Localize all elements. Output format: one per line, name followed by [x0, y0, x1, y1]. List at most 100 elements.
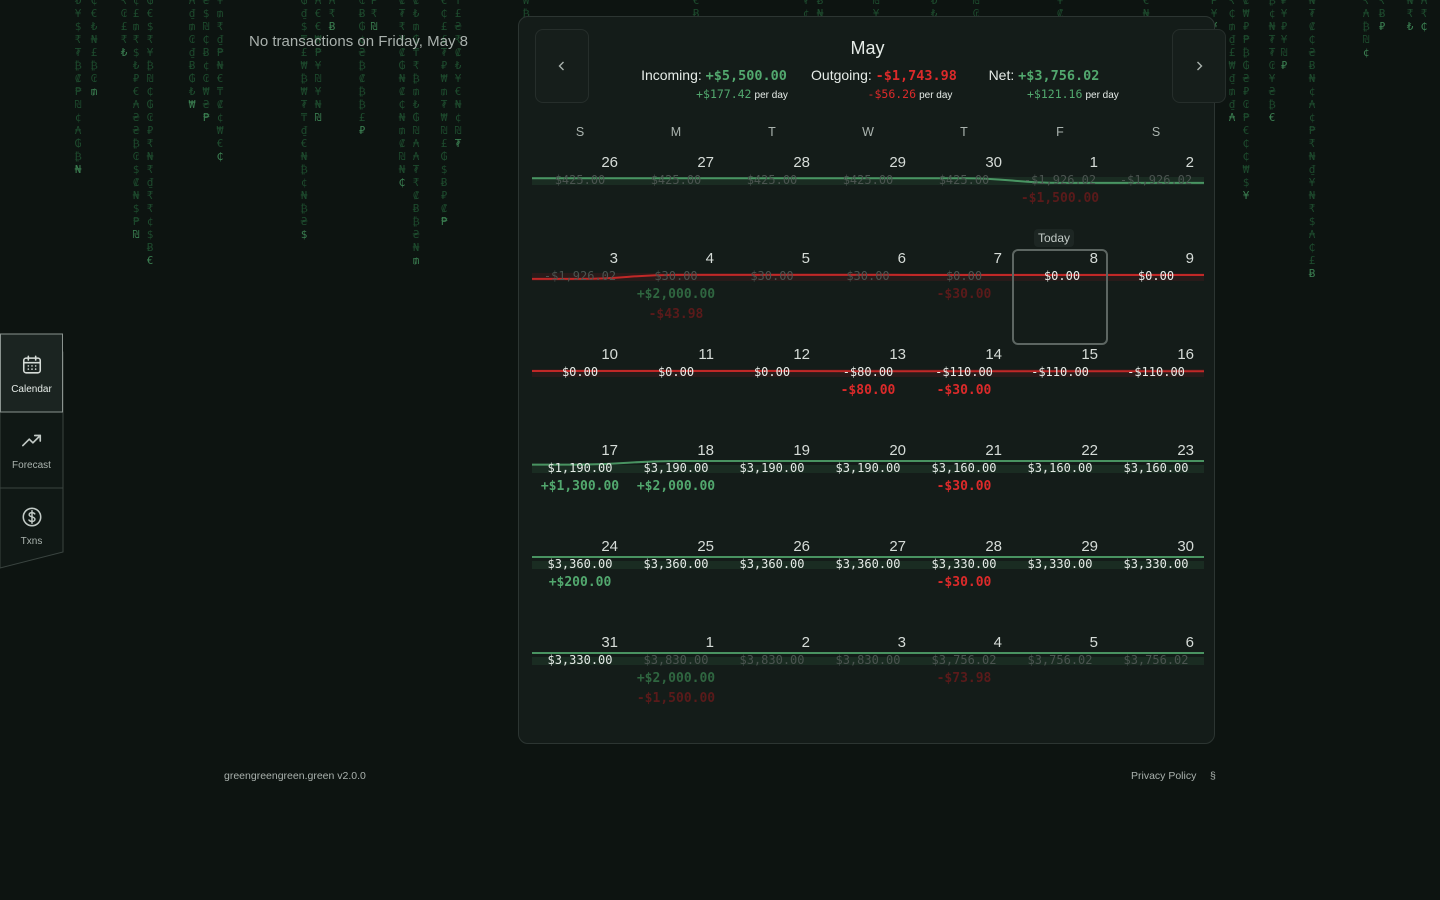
calendar-day[interactable]: 7 $0.00 -$30.00 [916, 249, 1012, 345]
net-label: Net: [988, 67, 1015, 83]
day-expense: -$80.00 [840, 383, 896, 398]
calendar-day[interactable]: 2 $3,830.00 [724, 633, 820, 729]
weekday-label: F [1056, 125, 1064, 139]
day-balance: $3,160.00 [1027, 461, 1093, 475]
calendar-day[interactable]: 12 $0.00 [724, 345, 820, 441]
calendar-day[interactable]: 6 $30.00 [820, 249, 916, 345]
calendar-day[interactable]: 1 $3,830.00 +$2,000.00 -$1,500.00 [628, 633, 724, 729]
day-balance: $425.00 [554, 173, 606, 187]
day-balance: $3,160.00 [931, 461, 997, 475]
calendar-day[interactable]: 17 $1,190.00 +$1,300.00 [532, 441, 628, 537]
calendar-day[interactable]: 29 $425.00 [820, 153, 916, 249]
day-balance: -$110.00 [1031, 365, 1089, 379]
outgoing-summary: Outgoing: -$1,743.98 -$56.26 per day [805, 67, 963, 101]
nav-item-forecast[interactable]: Forecast [0, 412, 63, 488]
incoming-value: +$5,500.00 [705, 68, 787, 84]
sidebar-panel [0, 333, 64, 569]
day-balance: $3,330.00 [1123, 557, 1189, 571]
calendar-day[interactable]: 15 -$110.00 [1012, 345, 1108, 441]
calendar-day[interactable]: 30 $3,330.00 [1108, 537, 1204, 633]
calendar-day[interactable]: 3 $3,830.00 [820, 633, 916, 729]
day-expense: -$30.00 [936, 575, 992, 590]
calendar-day[interactable]: 9 $0.00 [1108, 249, 1204, 345]
day-expense: -$30.00 [936, 383, 992, 398]
nav-item-calendar[interactable]: Calendar [0, 336, 63, 412]
day-number: 29 [889, 154, 906, 171]
nav-item-txns[interactable]: Txns [0, 488, 63, 564]
currency-rain-column: ₲ € $ ₹ ¥ ₿ ₪ ₵ ₲ ₢ ₽ ₹ ₦ ₹ ₫ ₹ ₹ ¢ $ Ƀ € [146, 0, 154, 267]
day-number: 6 [897, 250, 906, 267]
weekday-label: S [575, 125, 585, 139]
calendar-day[interactable]: 5 $30.00 [724, 249, 820, 345]
calendar-day[interactable]: 29 $3,330.00 [1012, 537, 1108, 633]
calendar-day[interactable]: 18 $3,190.00 +$2,000.00 [628, 441, 724, 537]
app-version: greengreengreen.green v2.0.0 [224, 770, 366, 782]
day-number: 1 [1089, 154, 1098, 171]
week-balance-band [532, 273, 1204, 281]
day-balance: $3,830.00 [739, 653, 805, 667]
calendar-day[interactable]: 27 $3,360.00 [820, 537, 916, 633]
calendar-day[interactable]: 31 $3,330.00 [532, 633, 628, 729]
weekday-label: S [1151, 125, 1161, 139]
week-balance-band [532, 465, 1204, 473]
day-balance: $3,830.00 [835, 653, 901, 667]
calendar-day[interactable]: 28 $3,330.00 -$30.00 [916, 537, 1012, 633]
month-title: May [850, 38, 885, 58]
day-number: 31 [601, 634, 618, 651]
calendar-day[interactable]: 1 -$1,926.02 -$1,500.00 [1012, 153, 1108, 249]
day-balance: $30.00 [846, 269, 890, 283]
calendar-day[interactable]: 13 -$80.00 -$80.00 [820, 345, 916, 441]
calendar-day[interactable]: 28 $425.00 [724, 153, 820, 249]
privacy-policy-link[interactable]: Privacy Policy [1131, 770, 1197, 782]
calendar-day[interactable]: 25 $3,360.00 [628, 537, 724, 633]
calendar-day[interactable]: 24 $3,360.00 +$200.00 [532, 537, 628, 633]
day-number: 18 [697, 442, 714, 459]
day-number: 12 [793, 346, 810, 363]
calendar-day-today[interactable]: 8 $0.00 [1012, 249, 1108, 345]
day-balance: -$110.00 [935, 365, 993, 379]
day-number: 3 [897, 634, 906, 651]
currency-rain-column: ¢ £ ₥ ₹ $ ₺ ₽ € ₳ ₴ ₴ ₿ ₢ $ ₡ ₦ $ ₱ ₪ [132, 0, 140, 241]
calendar-day[interactable]: 5 $3,756.02 [1012, 633, 1108, 729]
day-balance: $0.00 [657, 365, 695, 379]
section-link[interactable]: § [1210, 770, 1216, 782]
next-month-button[interactable] [1172, 29, 1226, 103]
currency-rain-column: ₹ Ƀ ₽ [1378, 0, 1386, 33]
day-balance: $0.00 [561, 365, 599, 379]
calendar-day[interactable]: 4 $3,756.02 -$73.98 [916, 633, 1012, 729]
day-balance: $30.00 [750, 269, 794, 283]
calendar-day[interactable]: 30 $425.00 [916, 153, 1012, 249]
calendar-day[interactable]: 11 $0.00 [628, 345, 724, 441]
calendar-day[interactable]: 16 -$110.00 [1108, 345, 1204, 441]
currency-rain-column: ₹ ₵ ₥ ₫ £ ₩ ₫ ₥ ₫ ₳ [1228, 0, 1236, 124]
calendar-day[interactable]: 22 $3,160.00 [1012, 441, 1108, 537]
calendar-day[interactable]: 4 $30.00 +$2,000.00 -$43.98 [628, 249, 724, 345]
calendar-day[interactable]: 2 -$1,926.02 [1108, 153, 1204, 249]
currency-rain-column: ₹ ₢ £ ₹ ₺ [120, 0, 128, 59]
day-balance: $3,756.02 [1027, 653, 1093, 667]
calendar-day[interactable]: 14 -$110.00 -$30.00 [916, 345, 1012, 441]
calendar-day[interactable]: 23 $3,160.00 [1108, 441, 1204, 537]
calendar-day[interactable]: 10 $0.00 [532, 345, 628, 441]
day-number: 9 [1185, 250, 1194, 267]
calendar-day[interactable]: 6 $3,756.02 [1108, 633, 1204, 729]
calendar-day[interactable]: 19 $3,190.00 [724, 441, 820, 537]
calendar-day[interactable]: 20 $3,190.00 [820, 441, 916, 537]
previous-month-button[interactable] [535, 29, 589, 103]
day-number: 28 [793, 154, 810, 171]
incoming-summary: Incoming: +$5,500.00 +$177.42 per day [623, 67, 805, 101]
calendar-day[interactable]: 27 $425.00 [628, 153, 724, 249]
calendar-day[interactable]: 21 $3,160.00 -$30.00 [916, 441, 1012, 537]
day-income: +$2,000.00 [636, 287, 716, 302]
calendar-day[interactable]: 26 $425.00 [532, 153, 628, 249]
day-number: 28 [985, 538, 1002, 555]
day-balance: $3,360.00 [547, 557, 613, 571]
currency-rain-column: ₽ ¥ ₽ ¥ ₪ ₽ [1280, 0, 1288, 72]
calendar-day[interactable]: 3 -$1,926.02 [532, 249, 628, 345]
balance-trend-lines [532, 177, 1204, 665]
week-balance-line [532, 459, 1204, 466]
calendar-day[interactable]: 26 $3,360.00 [724, 537, 820, 633]
day-balance: $0.00 [753, 365, 791, 379]
day-number: 7 [993, 250, 1002, 267]
day-number: 25 [697, 538, 714, 555]
